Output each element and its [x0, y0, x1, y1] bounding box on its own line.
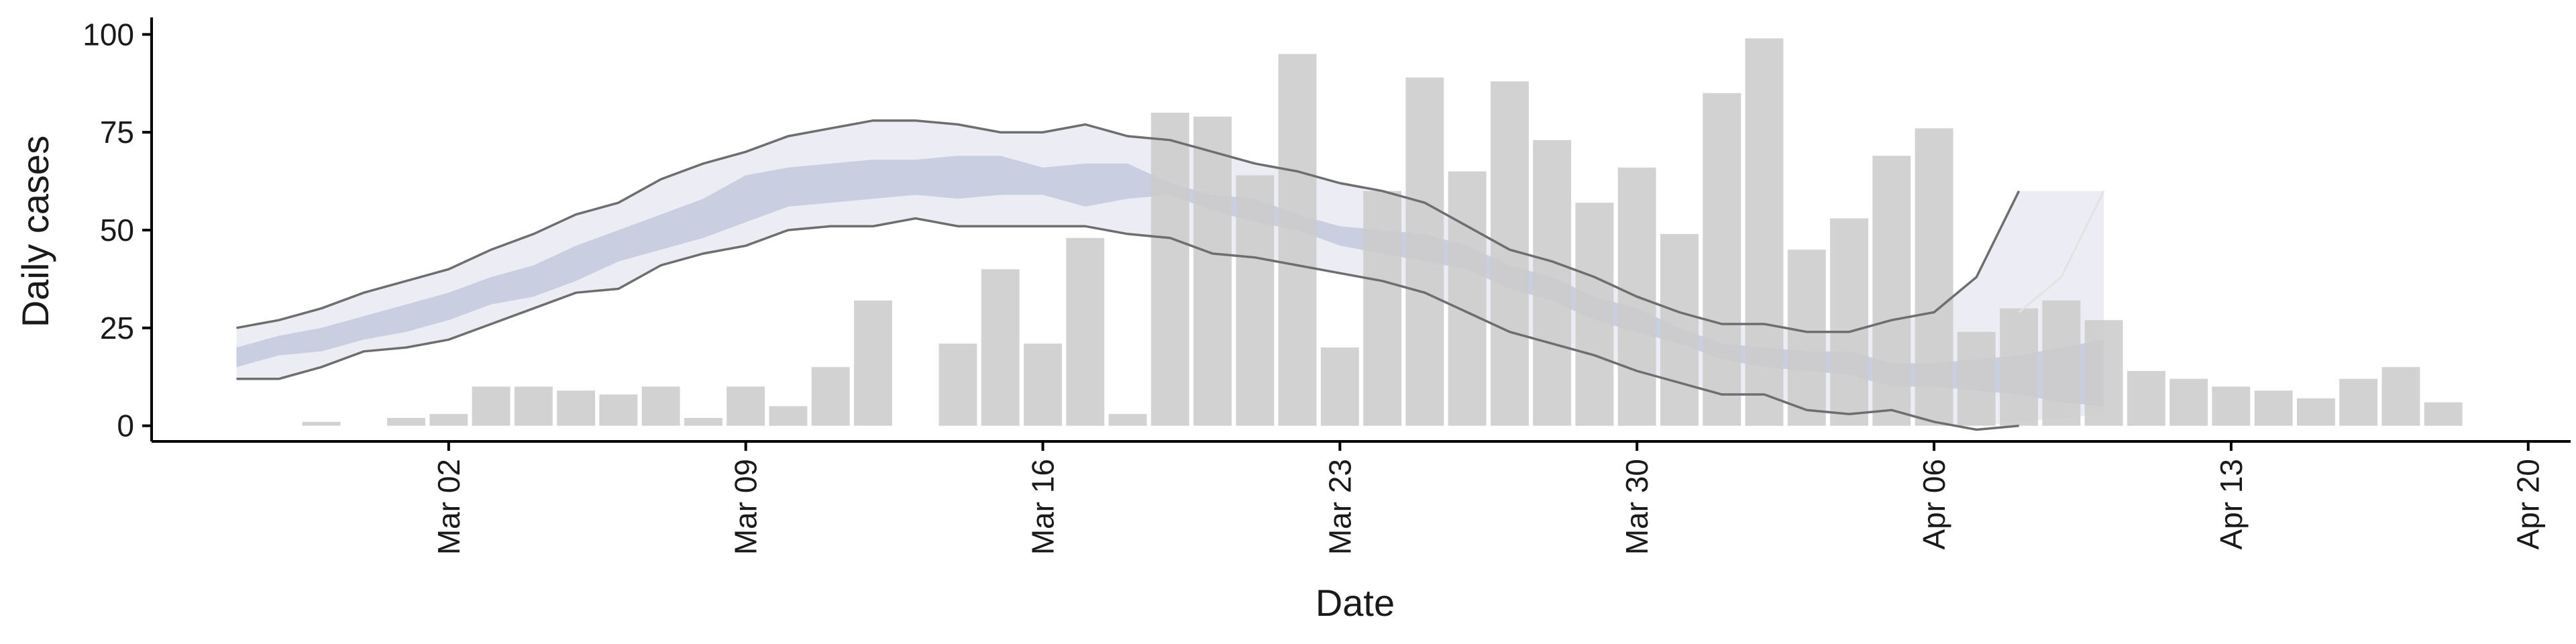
- bar: [1150, 113, 1189, 426]
- x-tick-label: Apr 06: [1917, 459, 1951, 550]
- bar: [769, 406, 808, 426]
- y-tick-label: 50: [100, 213, 134, 248]
- bar: [1745, 38, 1784, 426]
- bar: [981, 269, 1020, 426]
- bars-layer: [302, 38, 2463, 426]
- y-tick-label: 75: [100, 115, 134, 150]
- x-tick-label: Mar 30: [1619, 459, 1654, 555]
- bar: [1278, 54, 1317, 426]
- x-axis-title: Date: [1316, 582, 1395, 624]
- bar: [1363, 191, 1402, 426]
- bar: [1193, 116, 1232, 426]
- bound-lines-layer: [236, 119, 2105, 431]
- y-tick-label: 100: [83, 17, 134, 52]
- bar: [2000, 308, 2038, 426]
- bar: [557, 390, 596, 426]
- bar: [387, 418, 425, 426]
- bar: [1066, 237, 1105, 426]
- x-tick-label: Apr 20: [2511, 459, 2546, 550]
- bar: [302, 421, 341, 426]
- bar: [1915, 128, 1953, 426]
- bar: [1405, 77, 1444, 426]
- bar: [938, 343, 977, 426]
- bar: [811, 367, 850, 426]
- axes-layer: 0 25 50 75 100 Mar 02 Mar 09 Mar 16 Mar 23 Mar 30…: [83, 17, 2571, 555]
- bar: [1575, 203, 1614, 426]
- bar: [1957, 331, 1996, 426]
- bar: [514, 386, 553, 426]
- bar: [854, 301, 892, 426]
- bar: [599, 394, 638, 426]
- x-tick-label: Apr 13: [2214, 459, 2249, 550]
- bar: [1108, 414, 1147, 426]
- bar: [2424, 402, 2463, 426]
- bar: [1024, 343, 1062, 426]
- bar: [1533, 140, 1572, 426]
- bar: [2254, 390, 2293, 426]
- bar: [1448, 171, 1487, 426]
- bar: [684, 418, 722, 426]
- bar: [1660, 233, 1699, 426]
- bar: [2297, 398, 2335, 426]
- x-tick-label: Mar 09: [729, 459, 763, 555]
- bar: [1703, 93, 1741, 426]
- y-tick-label: 0: [117, 409, 134, 443]
- bar: [2212, 386, 2251, 426]
- bar: [1320, 347, 1359, 426]
- y-tick-label: 25: [100, 311, 134, 345]
- upper-bound-extension: [2018, 191, 2105, 313]
- bar: [2084, 320, 2123, 426]
- bar: [2339, 378, 2378, 426]
- bar: [1830, 218, 1868, 426]
- bar: [2169, 378, 2208, 426]
- y-axis-title: Daily cases: [14, 136, 56, 327]
- bar: [641, 386, 680, 426]
- bar: [1872, 156, 1911, 426]
- bar: [472, 386, 511, 426]
- x-tick-label: Mar 02: [431, 459, 466, 555]
- bar: [2042, 301, 2081, 426]
- bar: [727, 386, 765, 426]
- lower-bound-line: [236, 217, 2019, 431]
- bar: [2381, 367, 2420, 426]
- upper-bound-line: [236, 119, 2021, 333]
- x-tick-label: Mar 23: [1322, 459, 1357, 555]
- bar: [429, 414, 468, 426]
- inner-projection-band: [236, 156, 2104, 407]
- x-tick-label: Mar 16: [1026, 459, 1061, 555]
- bar: [2127, 371, 2165, 426]
- bar: [1236, 175, 1275, 426]
- bar: [1787, 250, 1826, 426]
